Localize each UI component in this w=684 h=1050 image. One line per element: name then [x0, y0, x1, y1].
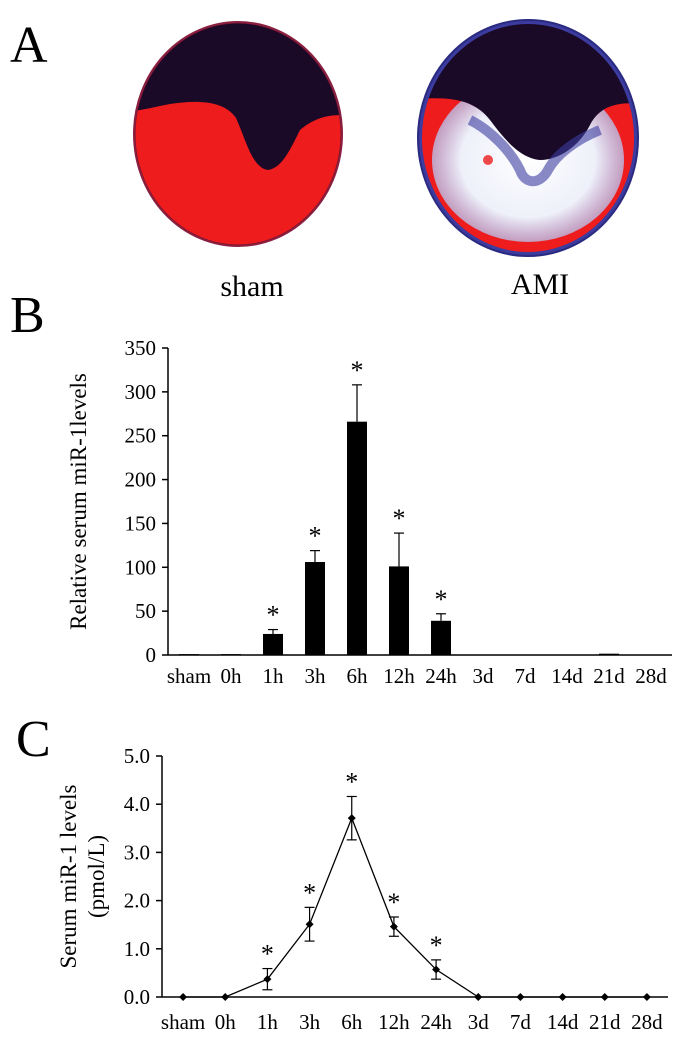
data-point [347, 814, 356, 823]
bar [221, 654, 241, 655]
y-tick-label: 150 [125, 511, 157, 535]
series-line [183, 816, 647, 998]
significance-marker: * [435, 585, 448, 614]
x-tick-label: sham [167, 664, 211, 688]
x-tick-label: 14d [547, 1010, 579, 1034]
significance-marker: * [309, 522, 322, 551]
data-point [221, 993, 230, 1001]
x-tick-label: 3h [299, 1010, 321, 1034]
bar [599, 653, 619, 655]
y-tick-label: 350 [125, 336, 157, 360]
heart-section-images [133, 19, 639, 257]
bar-chart-b: 0 50 100 150 200 250 300 350 sham 0h * 1h * 3h * 6h * 12h… [66, 336, 672, 688]
x-tick-label: sham [161, 1010, 205, 1034]
y-tick-label: 300 [125, 380, 157, 404]
y-axis-label-line-2: (pmol/L) [84, 835, 109, 918]
significance-marker: * [387, 888, 400, 917]
y-tick-label: 4.0 [124, 792, 150, 816]
y-tick-label: 5.0 [124, 744, 150, 768]
y-axis-label: Relative serum miR-1levels [66, 373, 91, 630]
bar [305, 562, 325, 655]
x-tick-label: 3h [305, 664, 327, 688]
significance-marker: * [430, 931, 443, 960]
x-tick-label: 0h [221, 664, 243, 688]
data-point [516, 993, 525, 1001]
y-tick-label: 3.0 [124, 840, 150, 864]
significance-marker: * [393, 504, 406, 533]
x-tick-label: 1h [257, 1010, 279, 1034]
bar [263, 633, 283, 655]
ami-caption: AMI [510, 268, 570, 301]
x-tick-label: 1h [263, 664, 285, 688]
data-point [179, 993, 188, 1001]
data-point [642, 993, 651, 1001]
significance-marker: * [303, 878, 316, 907]
x-tick-label: 3d [473, 664, 495, 688]
data-point [389, 922, 398, 931]
ami-heart-image [418, 20, 638, 256]
bar [431, 620, 451, 655]
x-tick-label: 12h [378, 1010, 410, 1034]
y-tick-label: 1.0 [124, 937, 150, 961]
x-tick-label: 24h [420, 1010, 452, 1034]
significance-marker: * [351, 356, 364, 385]
sham-heart-outline [133, 21, 343, 247]
x-tick-label: 21d [593, 664, 625, 688]
line-chart-c: 0.0 1.0 2.0 3.0 4.0 5.0 sham 0h * 1h * 3h * 6h * 12h * 24… [56, 744, 668, 1034]
x-tick-label: 0h [215, 1010, 237, 1034]
y-axis-label-line-1: Serum miR-1 levels [56, 784, 81, 968]
ami-heart-outline [417, 19, 639, 257]
data-point [432, 965, 441, 974]
panel-label-b: B [10, 287, 45, 344]
data-point [263, 975, 272, 984]
x-tick-label: 28d [635, 664, 667, 688]
x-tick-label: 7d [510, 1010, 532, 1034]
y-tick-label: 2.0 [124, 889, 150, 913]
y-tick-label: 0.0 [124, 985, 150, 1009]
panel-label-a: A [10, 17, 48, 74]
bar [389, 566, 409, 655]
panel-label-c: C [16, 711, 51, 768]
x-tick-label: 28d [631, 1010, 663, 1034]
y-tick-label: 0 [146, 643, 157, 667]
sham-caption: sham [220, 270, 284, 303]
y-tick-label: 250 [125, 424, 157, 448]
bar [347, 421, 367, 655]
x-tick-label: 7d [515, 664, 537, 688]
bar [179, 654, 199, 655]
data-point [600, 993, 609, 1001]
sham-heart-image [134, 22, 342, 246]
y-tick-label: 50 [135, 599, 156, 623]
x-tick-label: 3d [468, 1010, 490, 1034]
y-tick-label: 100 [125, 555, 157, 579]
y-tick-label: 200 [125, 468, 157, 492]
significance-marker: * [261, 940, 274, 969]
x-tick-label: 24h [425, 664, 457, 688]
data-point [474, 993, 483, 1001]
data-point [305, 920, 314, 929]
x-tick-label: 21d [589, 1010, 621, 1034]
x-tick-label: 6h [347, 664, 369, 688]
significance-marker: * [345, 767, 358, 796]
x-tick-label: 6h [341, 1010, 363, 1034]
data-point [558, 993, 567, 1001]
x-tick-label: 12h [383, 664, 415, 688]
significance-marker: * [267, 601, 280, 630]
x-tick-label: 14d [551, 664, 583, 688]
